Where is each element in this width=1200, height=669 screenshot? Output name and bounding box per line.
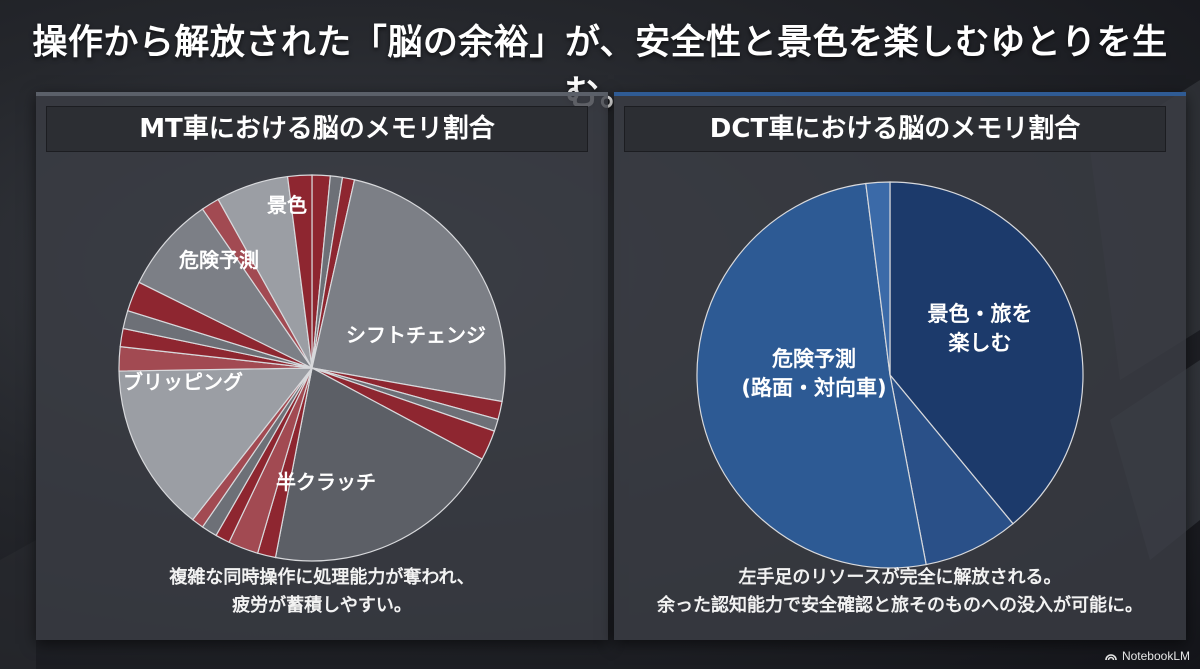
mt-label-20: 景色 [267, 193, 307, 217]
mt-slice-21 [286, 174, 313, 369]
mt-panel-title: MT車における脳のメモリ割合 [46, 106, 588, 152]
mt-label-7: 半クラッチ [276, 470, 376, 494]
notebooklm-logo-icon [1105, 654, 1117, 661]
mt-label-18: 危険予測 [179, 248, 259, 272]
dct-label-2: 危険予測(路面・対向車) [741, 347, 886, 400]
mt-label-3: シフトチェンジ [346, 323, 486, 347]
dct-label-0: 景色・旅を楽しむ [928, 302, 1033, 355]
mt-slice-18 [138, 208, 314, 370]
mt-caption-line-1: 複雑な同時操作に処理能力が奪われ、 [169, 567, 475, 588]
mt-slice-13 [118, 367, 314, 521]
dct-panel: DCT車における脳のメモリ割合 景色・旅を楽しむ 危険予測(路面・対向車) 左手足… [614, 92, 1186, 640]
mt-slice-3 [311, 179, 506, 403]
dct-caption-line-1: 左手足のリソースが完全に解放される。 [738, 567, 1062, 588]
notebooklm-watermark: NotebookLM [1105, 649, 1190, 663]
dct-caption: 左手足のリソースが完全に解放される。 余った認知能力で安全確認と旅そのものへの没… [614, 564, 1186, 620]
dct-slice-2 [696, 182, 927, 569]
dct-slice-0 [889, 181, 1084, 525]
dct-slice-3 [865, 181, 891, 376]
dct-panel-title: DCT車における脳のメモリ割合 [624, 106, 1166, 152]
mt-label-13: ブリッピング [123, 370, 243, 394]
dct-slice-1 [889, 374, 1014, 566]
mt-caption-line-2: 疲労が蓄積しやすい。 [232, 595, 412, 616]
mt-caption: 複雑な同時操作に処理能力が奪われ、 疲労が蓄積しやすい。 [36, 564, 608, 620]
dct-caption-line-2: 余った認知能力で安全確認と旅そのものへの没入が可能に。 [657, 595, 1143, 616]
mt-slice-7 [274, 367, 483, 562]
watermark-text: NotebookLM [1121, 649, 1190, 663]
mt-panel: MT車における脳のメモリ割合 シフトチェンジ 半クラッチ ブリッピング 危険予測 景色 … [36, 92, 608, 640]
